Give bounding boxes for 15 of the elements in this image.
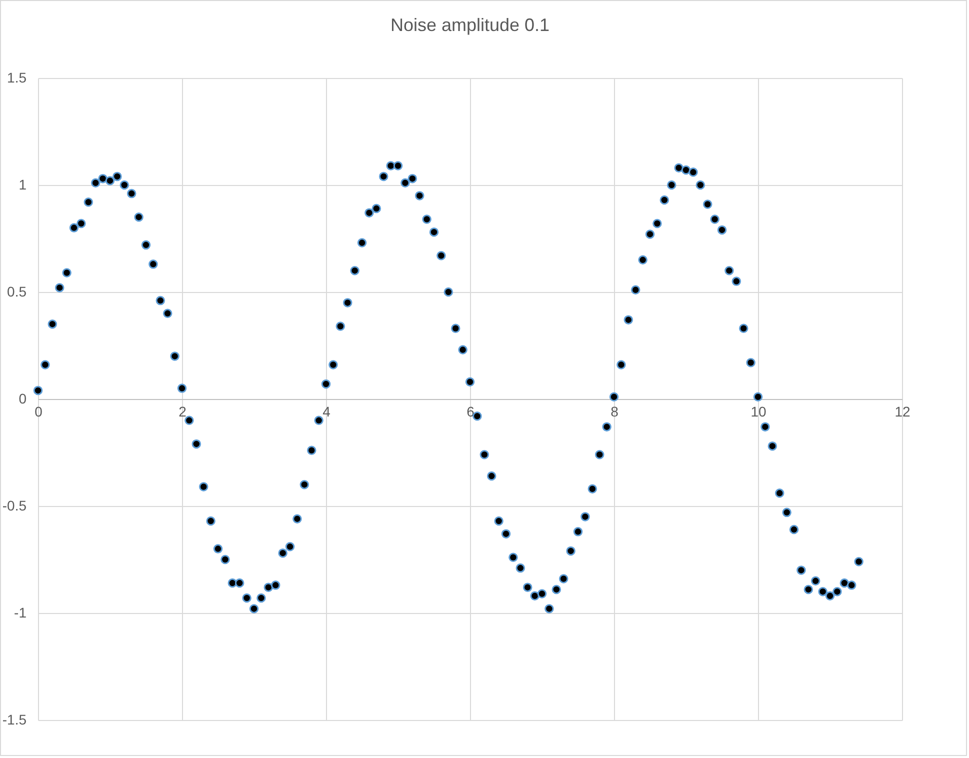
y-tick-label: -0.5 [2,498,27,514]
y-tick-label: 0.5 [7,284,27,300]
x-tick-label: 8 [610,404,619,420]
x-tick-label: 12 [894,404,910,420]
x-tick-label: 2 [178,404,187,420]
x-tick-label: 0 [34,404,43,420]
x-tick-label: 4 [322,404,331,420]
y-tick-label: -1 [14,604,27,620]
y-tick-label: 1 [18,176,27,192]
x-tick-label: 10 [750,404,766,420]
x-tick-label: 6 [466,404,475,420]
y-tick-label: -1.5 [2,712,27,728]
y-tick-label: 0 [18,390,27,406]
y-tick-label: 1.5 [7,70,27,86]
chart-title: Noise amplitude 0.1 [390,15,550,35]
